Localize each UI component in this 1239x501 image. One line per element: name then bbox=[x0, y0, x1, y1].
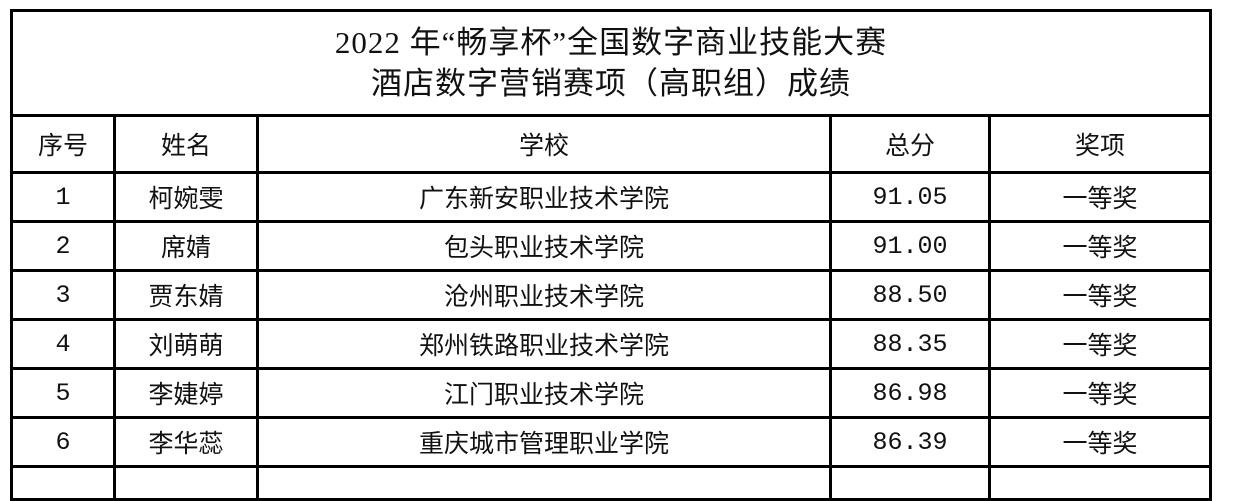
cell-school: 重庆城市管理职业学院 bbox=[256, 416, 832, 468]
cell-empty bbox=[829, 465, 991, 501]
table-row: 3 贾东婧 沧州职业技术学院 88.50 一等奖 bbox=[10, 269, 1213, 321]
cell-name: 李婕婷 bbox=[113, 367, 259, 419]
cell-school: 沧州职业技术学院 bbox=[256, 269, 832, 321]
table-row: 1 柯婉雯 广东新安职业技术学院 91.05 一等奖 bbox=[10, 171, 1213, 223]
title-row: 2022 年“畅享杯”全国数字商业技能大赛 酒店数字营销赛项（高职组）成绩 bbox=[9, 9, 1213, 117]
cell-school: 包头职业技术学院 bbox=[256, 220, 832, 272]
cell-award: 一等奖 bbox=[987, 171, 1213, 223]
cell-score: 91.00 bbox=[829, 220, 991, 272]
header-index: 序号 bbox=[10, 114, 116, 174]
cell-index: 5 bbox=[10, 367, 116, 419]
cell-index: 4 bbox=[10, 318, 116, 370]
cell-school: 江门职业技术学院 bbox=[256, 367, 832, 419]
header-school: 学校 bbox=[256, 114, 832, 174]
cell-index: 1 bbox=[10, 171, 116, 223]
cell-score: 91.05 bbox=[829, 171, 991, 223]
table-row: 5 李婕婷 江门职业技术学院 86.98 一等奖 bbox=[10, 367, 1213, 419]
header-name: 姓名 bbox=[113, 114, 259, 174]
cell-empty bbox=[987, 465, 1213, 501]
cell-name: 李华蕊 bbox=[113, 416, 259, 468]
cell-name: 席婧 bbox=[113, 220, 259, 272]
header-row: 序号 姓名 学校 总分 奖项 bbox=[10, 114, 1213, 174]
header-score: 总分 bbox=[829, 114, 991, 174]
cell-empty bbox=[256, 465, 832, 501]
cell-award: 一等奖 bbox=[987, 318, 1213, 370]
cell-empty bbox=[10, 465, 116, 501]
title-line-2: 酒店数字营销赛项（高职组）成绩 bbox=[371, 66, 852, 101]
cell-award: 一等奖 bbox=[987, 416, 1213, 468]
table-row-partial bbox=[10, 465, 1213, 501]
cell-award: 一等奖 bbox=[987, 220, 1213, 272]
cell-index: 2 bbox=[10, 220, 116, 272]
table-title: 2022 年“畅享杯”全国数字商业技能大赛 酒店数字营销赛项（高职组）成绩 bbox=[9, 9, 1213, 117]
cell-award: 一等奖 bbox=[987, 269, 1213, 321]
cell-award: 一等奖 bbox=[987, 367, 1213, 419]
cell-empty bbox=[113, 465, 259, 501]
cell-score: 88.35 bbox=[829, 318, 991, 370]
table-row: 6 李华蕊 重庆城市管理职业学院 86.39 一等奖 bbox=[10, 416, 1213, 468]
cell-school: 广东新安职业技术学院 bbox=[256, 171, 832, 223]
results-table: 2022 年“畅享杯”全国数字商业技能大赛 酒店数字营销赛项（高职组）成绩 序号… bbox=[9, 9, 1213, 501]
table-body: 1 柯婉雯 广东新安职业技术学院 91.05 一等奖 2 席婧 包头职业技术学院 91.00 一等… bbox=[10, 171, 1213, 501]
cell-name: 柯婉雯 bbox=[113, 171, 259, 223]
cell-school: 郑州铁路职业技术学院 bbox=[256, 318, 832, 370]
cell-score: 88.50 bbox=[829, 269, 991, 321]
table-row: 4 刘萌萌 郑州铁路职业技术学院 88.35 一等奖 bbox=[10, 318, 1213, 370]
cell-index: 6 bbox=[10, 416, 116, 468]
cell-score: 86.98 bbox=[829, 367, 991, 419]
cell-name: 刘萌萌 bbox=[113, 318, 259, 370]
header-award: 奖项 bbox=[987, 114, 1213, 174]
table-row: 2 席婧 包头职业技术学院 91.00 一等奖 bbox=[10, 220, 1213, 272]
cell-score: 86.39 bbox=[829, 416, 991, 468]
cell-name: 贾东婧 bbox=[113, 269, 259, 321]
title-line-1: 2022 年“畅享杯”全国数字商业技能大赛 bbox=[334, 25, 888, 60]
cell-index: 3 bbox=[10, 269, 116, 321]
